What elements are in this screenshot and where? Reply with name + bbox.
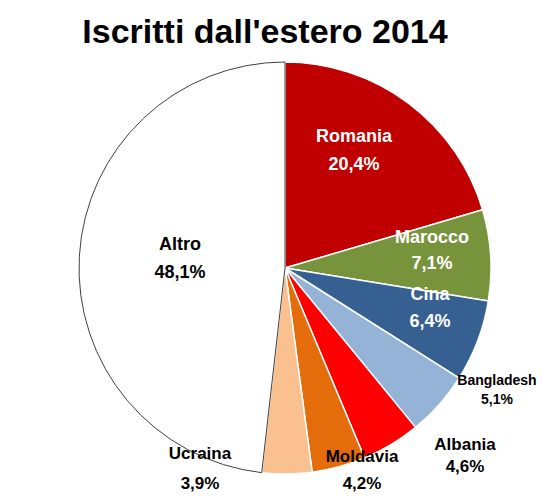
chart-title: Iscritti dall'estero 2014 — [82, 12, 447, 50]
data-label: 4,2% — [343, 474, 382, 493]
data-label: 4,6% — [446, 457, 485, 476]
pie-slice — [79, 62, 285, 473]
slice-label: Moldavia — [326, 447, 399, 466]
pie-slice — [285, 62, 483, 268]
slice-label: Altro — [159, 234, 201, 254]
slice-label: Cina — [410, 284, 450, 304]
slice-label: Albania — [434, 435, 496, 454]
data-label: 5,1% — [481, 391, 513, 407]
data-label: 7,1% — [411, 253, 452, 273]
slice-label: Bangladesh — [457, 372, 536, 388]
slice-label: Romania — [316, 126, 393, 146]
pie-chart: Iscritti dall'estero 2014 Romania 20,4% Mar… — [0, 0, 557, 498]
slice-label: Marocco — [395, 227, 469, 247]
slices — [79, 62, 491, 474]
data-label: 6,4% — [409, 311, 450, 331]
data-label: 48,1% — [154, 262, 205, 282]
data-label: 20,4% — [328, 154, 379, 174]
slice-label: Ucraina — [169, 444, 232, 463]
data-label: 3,9% — [181, 474, 220, 493]
chart-root: Iscritti dall'estero 2014 Romania 20,4% Mar… — [0, 0, 557, 498]
data-labels: Romania 20,4% Marocco 7,1% Cina 6,4% Banglades… — [154, 126, 536, 493]
